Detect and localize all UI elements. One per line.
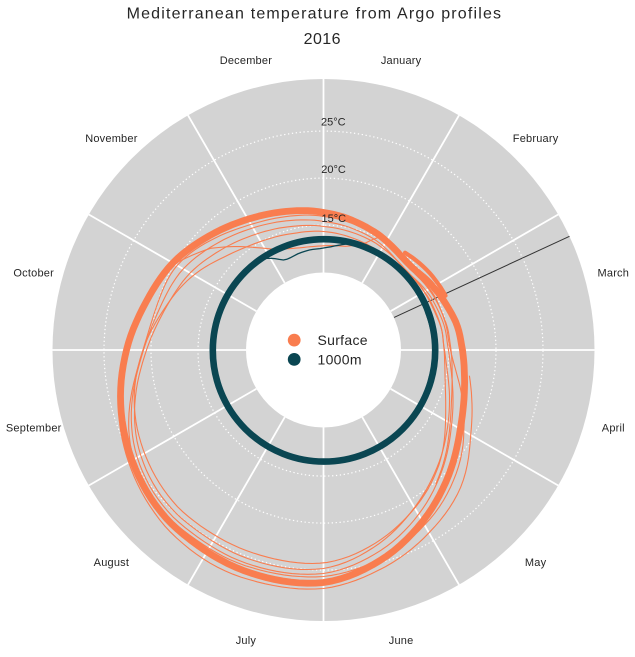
svg-text:April: April [602,423,625,435]
svg-text:December: December [220,55,272,67]
svg-text:November: November [85,133,137,145]
svg-text:2016: 2016 [304,31,341,48]
svg-text:25°C: 25°C [321,117,346,129]
svg-text:May: May [525,557,547,569]
svg-text:February: February [513,133,559,145]
svg-text:October: October [13,267,54,279]
svg-text:Surface: Surface [318,332,368,348]
svg-text:August: August [94,557,129,569]
svg-text:June: June [389,635,414,647]
svg-text:January: January [381,55,422,67]
svg-text:September: September [6,423,62,435]
svg-text:20°C: 20°C [321,164,346,176]
svg-text:1000m: 1000m [318,352,362,368]
svg-text:July: July [236,635,257,647]
svg-text:March: March [598,267,630,279]
svg-text:Mediterranean temperature from: Mediterranean temperature from Argo prof… [127,6,503,23]
svg-text:15°C: 15°C [322,213,347,225]
